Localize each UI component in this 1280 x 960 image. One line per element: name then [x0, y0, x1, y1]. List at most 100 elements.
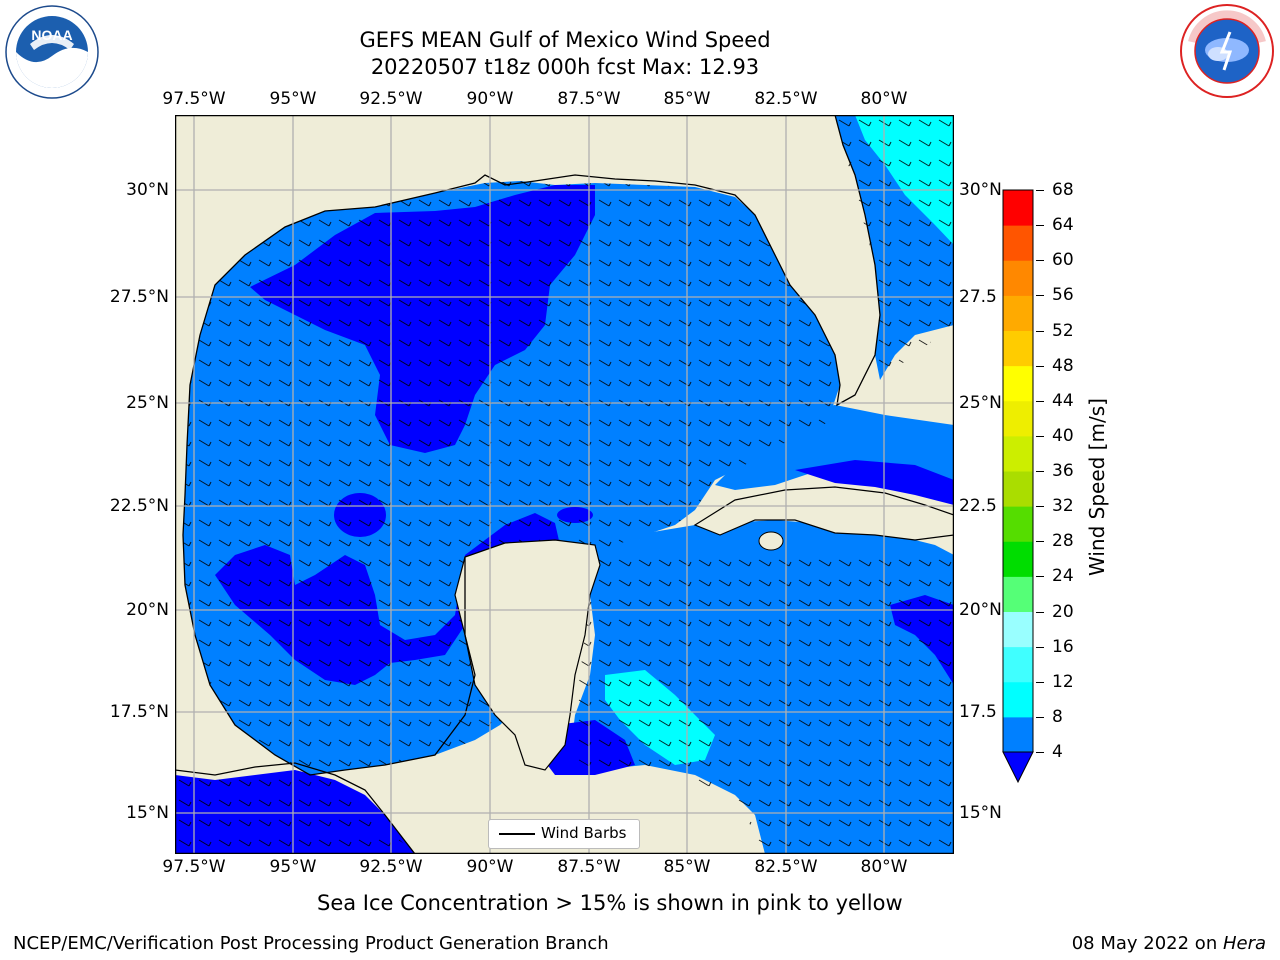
colorbar-tick	[1036, 576, 1044, 578]
lat-tick-right: 22.5	[959, 496, 997, 516]
colorbar-tick-label: 40	[1052, 425, 1074, 446]
colorbar-tick-label: 52	[1052, 320, 1074, 341]
colorbar-tick	[1036, 541, 1044, 543]
colorbar-tick	[1036, 365, 1044, 367]
colorbar-band	[1003, 646, 1033, 683]
colorbar-tick-label: 24	[1052, 566, 1074, 587]
sea-ice-note: Sea Ice Concentration > 15% is shown in …	[317, 891, 903, 915]
lon-tick-top: 87.5°W	[557, 89, 621, 109]
noaa-logo-text: NOAA	[31, 27, 72, 43]
legend-line-swatch	[499, 833, 535, 835]
colorbar-tick	[1036, 506, 1044, 508]
lon-tick-bottom: 87.5°W	[557, 857, 621, 877]
island	[758, 531, 784, 551]
lon-tick-bottom: 80°W	[860, 857, 908, 877]
lon-tick-top: 92.5°W	[359, 89, 423, 109]
footer-branch: NCEP/EMC/Verification Post Processing Pr…	[13, 933, 609, 954]
colorbar-band	[1003, 400, 1033, 437]
lon-tick-bottom: 85°W	[663, 857, 711, 877]
colorbar-tick-label: 12	[1052, 671, 1074, 692]
noaa-logo: NOAA	[4, 4, 100, 100]
colorbar-band	[1003, 365, 1033, 402]
colorbar-tick	[1036, 435, 1044, 437]
lon-tick-top: 95°W	[269, 89, 317, 109]
lat-tick-right: 20°N	[959, 600, 1002, 620]
colorbar-band	[1003, 541, 1033, 577]
colorbar-band	[1003, 611, 1033, 648]
graticule	[175, 115, 954, 854]
cuba-land	[693, 486, 954, 541]
colorbar-tick	[1036, 295, 1044, 297]
footer-machine: Hera	[1222, 933, 1266, 954]
colorbar-tick-label: 44	[1052, 390, 1074, 411]
colorbar-tick-label: 20	[1052, 601, 1074, 622]
colorbar-tick-label: 64	[1052, 215, 1074, 236]
chart-title-line2: 20220507 t18z 000h fcst Max: 12.93	[370, 55, 760, 79]
colorbar-tick	[1036, 471, 1044, 472]
lon-tick-top: 80°W	[860, 89, 908, 109]
colorbar-band	[1003, 295, 1033, 331]
colorbar-tick-label: 32	[1052, 496, 1074, 517]
lat-tick-left: 17.5°N	[109, 702, 169, 722]
colorbar-label: Wind Speed [m/s]	[1085, 398, 1109, 576]
colorbar-tick	[1036, 681, 1044, 683]
colorbar-tick	[1036, 716, 1044, 718]
lon-tick-bottom: 82.5°W	[754, 857, 818, 877]
lon-tick-bottom: 92.5°W	[359, 857, 423, 877]
colorbar-tick	[1036, 611, 1044, 613]
colorbar-band	[1003, 506, 1033, 542]
colorbar-tick-label: 8	[1052, 706, 1063, 727]
map-frame	[174, 114, 955, 855]
lat-tick-left: 20°N	[126, 600, 169, 620]
lat-tick-left: 15°N	[126, 803, 169, 823]
colorbar-tick	[1036, 646, 1044, 648]
colorbar-tick-label: 4	[1052, 742, 1063, 762]
lon-tick-top: 85°W	[663, 89, 711, 109]
lon-tick-bottom: 95°W	[269, 857, 317, 877]
colorbar	[1000, 188, 1040, 784]
nws-logo	[1178, 2, 1276, 100]
footer-date: 08 May 2022 on Hera	[1072, 933, 1266, 954]
footer-date-text: 08 May 2022 on	[1071, 933, 1223, 954]
colorbar-tick	[1036, 400, 1044, 402]
lat-tick-left: 30°N	[126, 180, 169, 200]
colorbar-tick-label: 56	[1052, 285, 1074, 306]
colorbar-tick	[1036, 190, 1044, 191]
lat-tick-left: 27.5°N	[109, 287, 169, 307]
legend-label: Wind Barbs	[541, 824, 627, 842]
colorbar-extend-triangle	[1002, 751, 1034, 784]
chart-title-line1: GEFS MEAN Gulf of Mexico Wind Speed	[359, 28, 771, 52]
lat-tick-left: 22.5°N	[109, 496, 169, 516]
colorbar-svg	[1002, 189, 1034, 784]
colorbar-band	[1003, 330, 1033, 367]
colorbar-band	[1003, 225, 1033, 261]
colorbar-tick	[1036, 260, 1044, 262]
colorbar-tick-label: 48	[1052, 355, 1074, 376]
lat-tick-right: 25°N	[959, 393, 1002, 413]
colorbar-tick	[1036, 225, 1044, 227]
colorbar-tick-label: 68	[1052, 180, 1074, 200]
colorbar-tick-label: 28	[1052, 531, 1074, 552]
lat-tick-right: 27.5	[959, 287, 997, 307]
colorbar-band	[1003, 681, 1033, 718]
colorbar-band	[1003, 716, 1033, 753]
lon-tick-bottom: 97.5°W	[162, 857, 226, 877]
colorbar-band	[1003, 435, 1033, 472]
map-panel	[174, 114, 955, 855]
lat-tick-left: 25°N	[126, 393, 169, 413]
lat-tick-right: 17.5	[959, 702, 997, 722]
colorbar-tick-label: 60	[1052, 250, 1074, 271]
colorbar-band	[1003, 471, 1033, 507]
colorbar-band	[1003, 190, 1033, 226]
lat-tick-right: 30°N	[959, 180, 1002, 200]
lon-tick-bottom: 90°W	[466, 857, 514, 877]
colorbar-band	[1003, 260, 1033, 296]
lat-tick-right: 15°N	[959, 803, 1002, 823]
lon-tick-top: 97.5°W	[162, 89, 226, 109]
colorbar-band	[1003, 576, 1033, 612]
colorbar-tick-label: 36	[1052, 461, 1074, 481]
map-svg	[174, 114, 955, 855]
colorbar-tick	[1036, 330, 1044, 332]
lon-tick-top: 90°W	[466, 89, 514, 109]
colorbar-tick	[1036, 752, 1044, 753]
